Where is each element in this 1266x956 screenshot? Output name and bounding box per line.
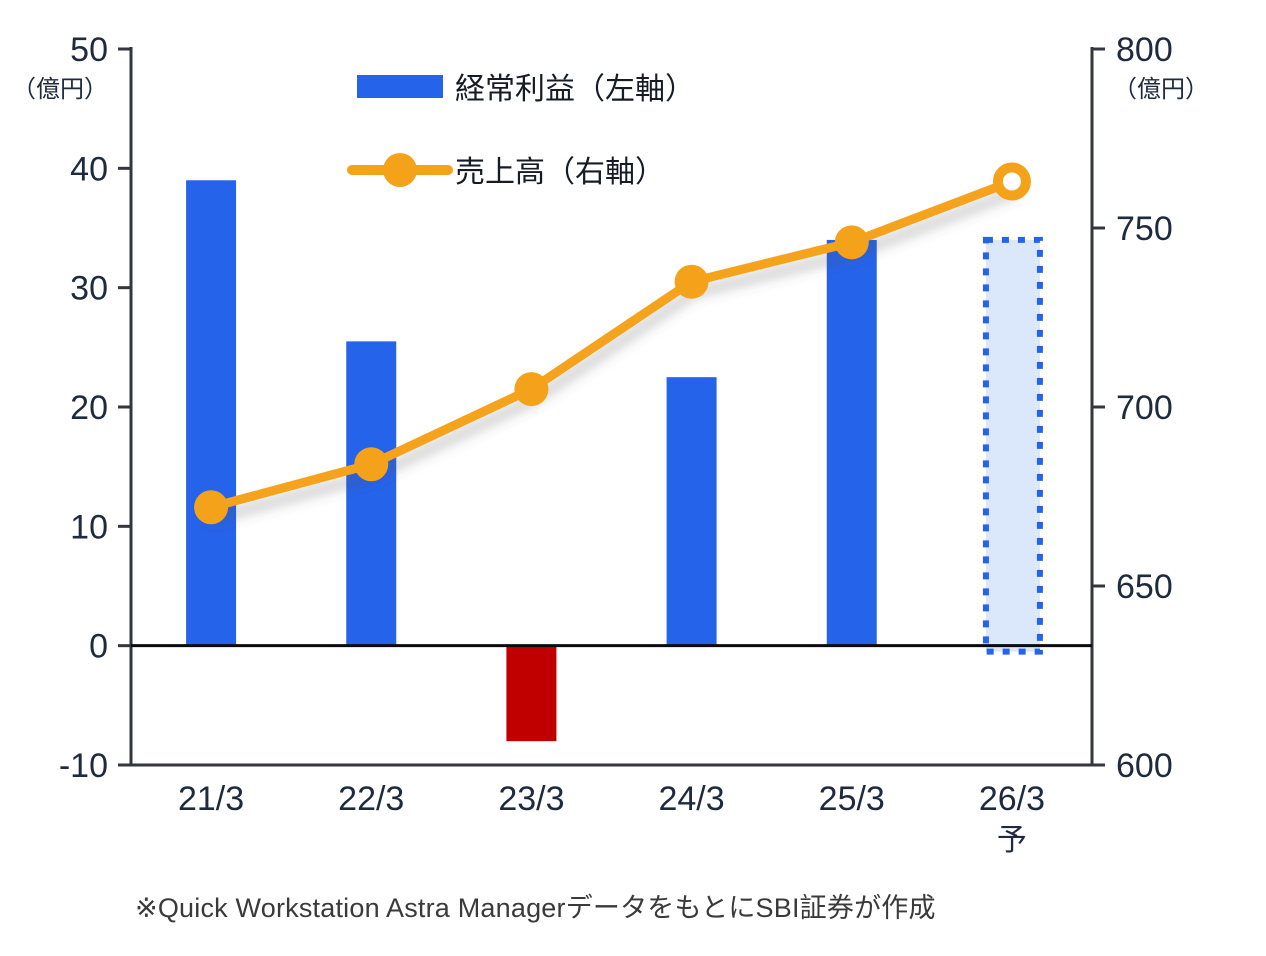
line-marker-24/3 bbox=[674, 264, 709, 299]
left-tick-label: 10 bbox=[70, 508, 108, 546]
right-tick-label: 700 bbox=[1116, 389, 1173, 427]
left-tick-label: 50 bbox=[70, 31, 108, 69]
x-label-22/3: 22/3 bbox=[338, 780, 404, 818]
line-markers bbox=[194, 162, 1031, 525]
x-label-23/3: 23/3 bbox=[498, 780, 564, 818]
line-marker-22/3 bbox=[354, 447, 389, 482]
bar-series bbox=[186, 180, 1043, 742]
footnote-box: ※Quick Workstation Astra ManagerデータをもとにS… bbox=[100, 862, 1220, 956]
bar-23/3 bbox=[506, 645, 557, 742]
right-axis-unit: （億円） bbox=[1113, 76, 1209, 103]
legend: 経常利益（左軸） 売上高（右軸） bbox=[347, 73, 695, 189]
revenue-line bbox=[206, 176, 1017, 512]
left-axis-unit: （億円） bbox=[12, 76, 108, 103]
x-label-21/3: 21/3 bbox=[178, 780, 244, 818]
x-label-24/3: 24/3 bbox=[658, 780, 724, 818]
axis-labels: 50 40 30 20 10 0 -10 800 750 700 650 600 （億円） （億円） 21/… bbox=[12, 31, 1209, 857]
bar-25/3 bbox=[826, 239, 877, 646]
left-tick-label: 0 bbox=[89, 628, 108, 666]
line-marker-26/3 bbox=[992, 162, 1031, 201]
right-tick-label: 750 bbox=[1116, 210, 1173, 248]
left-tick-label: 30 bbox=[70, 270, 108, 308]
line-marker-25/3 bbox=[834, 225, 869, 260]
right-tick-label: 650 bbox=[1116, 568, 1173, 606]
dual-axis-chart: 50 40 30 20 10 0 -10 800 750 700 650 600 （億円） （億円） 21/… bbox=[12, 31, 1209, 857]
bar-21/3 bbox=[186, 180, 237, 646]
right-tick-label: 600 bbox=[1116, 747, 1173, 785]
x-sublabel-26/3: 予 bbox=[997, 824, 1027, 857]
legend-swatch-marker bbox=[383, 153, 417, 187]
left-tick-label: 20 bbox=[70, 389, 108, 427]
plot-background bbox=[110, 40, 1113, 765]
legend-swatch-bar bbox=[357, 75, 443, 98]
line-marker-23/3 bbox=[514, 372, 549, 407]
axes bbox=[118, 47, 1105, 767]
x-label-26/3: 26/3 bbox=[979, 780, 1045, 818]
left-tick-label: 40 bbox=[70, 150, 108, 188]
legend-label-bar: 経常利益（左軸） bbox=[455, 73, 695, 106]
bar-forecast-26/3 bbox=[982, 236, 1043, 655]
line-series bbox=[206, 176, 1017, 512]
plot-area bbox=[110, 40, 1113, 765]
legend-label-line: 売上高（右軸） bbox=[455, 156, 665, 189]
bar-24/3 bbox=[666, 377, 717, 646]
line-marker-21/3 bbox=[194, 490, 229, 525]
bar-22/3 bbox=[346, 341, 397, 646]
right-tick-label: 800 bbox=[1116, 31, 1173, 69]
x-label-25/3: 25/3 bbox=[819, 780, 885, 818]
footnote-text: ※Quick Workstation Astra ManagerデータをもとにS… bbox=[135, 893, 936, 923]
left-tick-label: -10 bbox=[59, 747, 108, 785]
